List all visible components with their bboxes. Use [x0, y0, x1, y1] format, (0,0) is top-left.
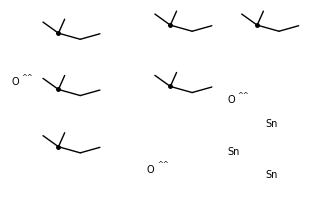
Text: ^^: ^^ [21, 73, 33, 79]
Text: Sn: Sn [266, 118, 278, 128]
Text: ^^: ^^ [237, 91, 249, 97]
Text: O: O [11, 77, 19, 87]
Text: O: O [227, 95, 235, 105]
Text: Sn: Sn [227, 146, 239, 156]
Text: ^^: ^^ [157, 160, 169, 166]
Text: O: O [147, 164, 155, 174]
Text: Sn: Sn [266, 169, 278, 179]
